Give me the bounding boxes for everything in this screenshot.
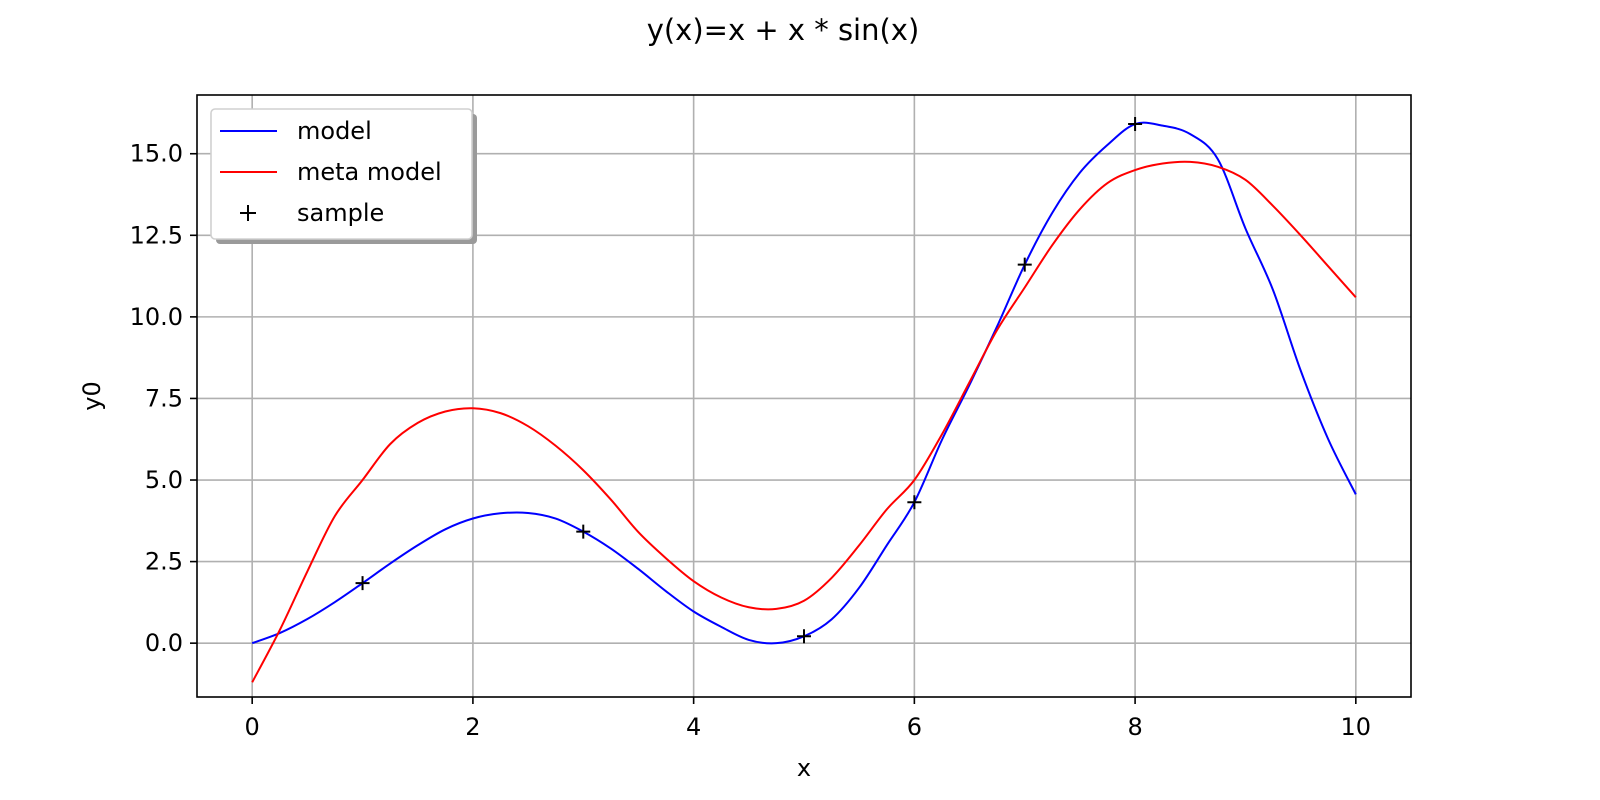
sample-point (797, 629, 811, 644)
y-tick-label: 15.0 (130, 140, 183, 168)
y-tick-label: 12.5 (130, 221, 183, 249)
y-tick-label: 7.5 (145, 384, 183, 412)
x-tick-label: 2 (465, 713, 480, 741)
x-tick-label: 4 (686, 713, 701, 741)
grid (197, 95, 1411, 697)
series-line-meta-model (251, 160, 1357, 683)
legend-label-model: model (297, 117, 372, 145)
x-axis-label: x (797, 754, 811, 782)
y-tick-label: 2.5 (145, 548, 183, 576)
x-tick-label: 6 (907, 713, 922, 741)
legend-label-meta-model: meta model (297, 158, 442, 186)
legend-box (210, 108, 473, 240)
y-tick-label: 5.0 (145, 466, 183, 494)
y-tick-label: 10.0 (130, 303, 183, 331)
legend-items: model meta model sample (220, 117, 442, 227)
chart-title: y(x)=x + x * sin(x) (647, 13, 920, 47)
sample-point (355, 576, 370, 591)
sample-point (1128, 117, 1143, 132)
legend-label-sample: sample (297, 199, 384, 227)
x-tick-label: 8 (1127, 713, 1142, 741)
series-line-model (251, 121, 1357, 645)
legend-swatch-sample (240, 205, 256, 221)
x-tick-label: 10 (1341, 713, 1372, 741)
sample-point (1017, 257, 1032, 272)
sample-point (907, 495, 922, 510)
y-axis-label: y0 (78, 381, 106, 410)
y-tick-label: 0.0 (145, 629, 183, 657)
plot-frame (196, 94, 1412, 698)
legend: model meta model sample (210, 108, 477, 244)
x-tick-label: 0 (245, 713, 260, 741)
series-layer (251, 117, 1357, 683)
axis-ticks: 0 2 4 6 8 10 0.0 2.5 5.0 7.5 10.0 12.5 15.0 (130, 140, 1372, 741)
sample-point (576, 524, 591, 539)
